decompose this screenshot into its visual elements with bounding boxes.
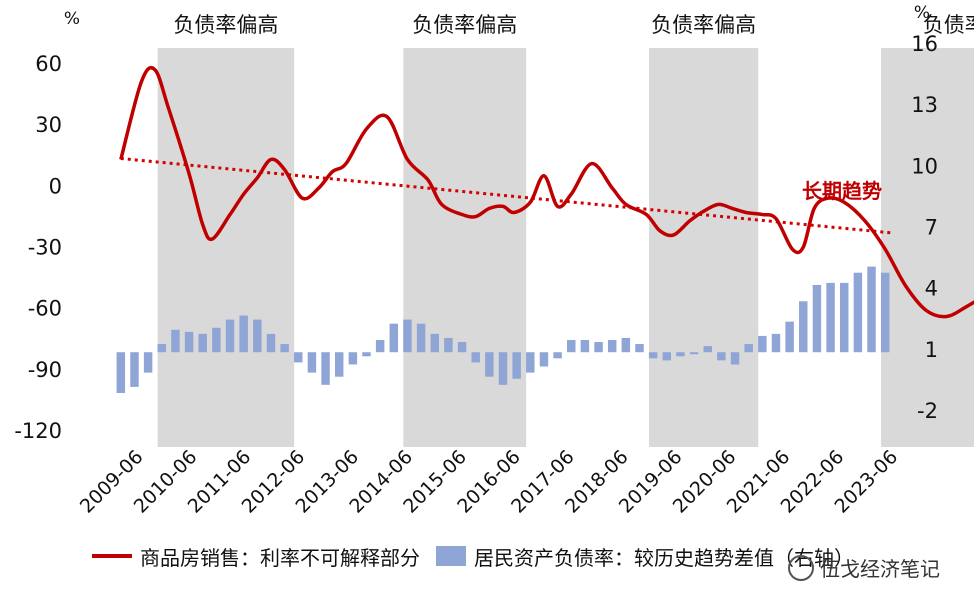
data-bar (744, 344, 753, 353)
legend-line-label: 商品房销售：利率不可解释部分 (140, 545, 420, 570)
left-axis-tick: 0 (49, 174, 62, 198)
data-bar (485, 352, 494, 377)
data-bar (130, 352, 139, 387)
data-bar (785, 321, 794, 353)
data-bar (307, 352, 317, 373)
left-axis-tick: 60 (35, 52, 62, 76)
data-bar (880, 272, 890, 353)
data-bar (635, 344, 644, 353)
band-label: 负债率偏高 (173, 13, 278, 37)
data-bar (403, 319, 412, 353)
shaded-band (403, 48, 527, 447)
data-bar (471, 352, 480, 363)
right-axis-tick: 13 (911, 93, 938, 117)
data-bar (116, 352, 126, 393)
data-bar (853, 272, 863, 353)
data-bar (648, 352, 658, 359)
legend-line-swatch (92, 554, 132, 558)
watermark: 伍戈经济笔记 (788, 553, 940, 582)
data-bar (198, 333, 207, 353)
data-bar (703, 346, 712, 353)
left-axis-tick: -90 (28, 358, 62, 382)
data-bar (826, 282, 835, 353)
data-bar (294, 352, 303, 363)
left-axis-unit: % (64, 9, 80, 29)
right-axis-tick: 1 (925, 338, 938, 362)
data-bar (457, 342, 467, 353)
series-line (119, 65, 974, 319)
data-bar (362, 352, 371, 357)
data-bar (171, 329, 180, 353)
data-bar (799, 301, 808, 353)
right-axis-tick: -2 (917, 399, 938, 423)
data-bar (512, 352, 521, 379)
shaded-band (649, 48, 759, 447)
data-bar (239, 315, 248, 353)
data-bar (867, 266, 876, 353)
band-label: 负债率偏高 (412, 13, 517, 37)
wechat-icon (788, 554, 814, 581)
data-bar (689, 352, 699, 355)
data-bar (389, 323, 399, 353)
data-bar (526, 352, 535, 373)
shaded-band (881, 48, 974, 447)
left-axis-tick: 30 (35, 113, 62, 137)
data-bar (348, 352, 358, 365)
right-axis-tick: 10 (911, 154, 938, 178)
trend-label: 长期趋势 (802, 179, 882, 203)
data-bar (730, 352, 740, 365)
data-bar (594, 342, 603, 353)
data-bar (416, 323, 426, 353)
data-bar (143, 352, 153, 373)
shaded-band (157, 48, 295, 447)
data-bar (444, 337, 453, 353)
right-axis-unit: % (914, 3, 930, 23)
data-bar (184, 331, 194, 353)
data-bar (430, 333, 439, 353)
data-bar (607, 339, 617, 353)
legend: 商品房销售：利率不可解释部分 居民资产负债率：较历史趋势差值（右轴） (92, 541, 870, 571)
band-label: 负债率偏高 (651, 13, 756, 37)
data-bar (157, 344, 167, 353)
data-bar (253, 319, 262, 353)
data-bar (621, 337, 631, 353)
data-bar (212, 327, 221, 353)
left-axis-tick: -60 (28, 297, 62, 321)
data-bar (321, 352, 330, 385)
watermark-text: 伍戈经济笔记 (820, 557, 940, 581)
data-bar (553, 352, 562, 359)
data-bar (717, 352, 726, 361)
data-bar (375, 339, 385, 353)
band-label: 负债率偏高 (923, 13, 974, 37)
chart-canvas: 负债率偏高 负债率偏高 负债率偏高 负债率偏高 60 30 0 -30 -60 -90 -120% 1… (14, 3, 974, 518)
right-axis-tick: 4 (925, 277, 938, 301)
data-bar (758, 335, 767, 353)
data-bar (280, 344, 289, 353)
data-bar (676, 352, 685, 357)
right-axis-tick: 16 (911, 32, 938, 56)
left-axis-tick: -30 (28, 236, 62, 260)
data-bar (567, 339, 576, 353)
data-bar (839, 282, 849, 353)
data-bar (334, 352, 344, 377)
data-bar (225, 319, 235, 353)
right-axis-tick: 7 (925, 216, 938, 240)
data-bar (539, 352, 549, 367)
data-bar (498, 352, 508, 385)
trend-line (120, 156, 892, 235)
data-bar (580, 339, 590, 353)
data-bar (266, 333, 276, 353)
data-bar (812, 284, 822, 353)
left-axis-tick: -120 (14, 419, 62, 443)
data-bar (662, 352, 672, 361)
legend-bar-swatch (436, 546, 466, 566)
data-bar (771, 333, 781, 353)
legend-item-line: 商品房销售：利率不可解释部分 (92, 542, 420, 571)
